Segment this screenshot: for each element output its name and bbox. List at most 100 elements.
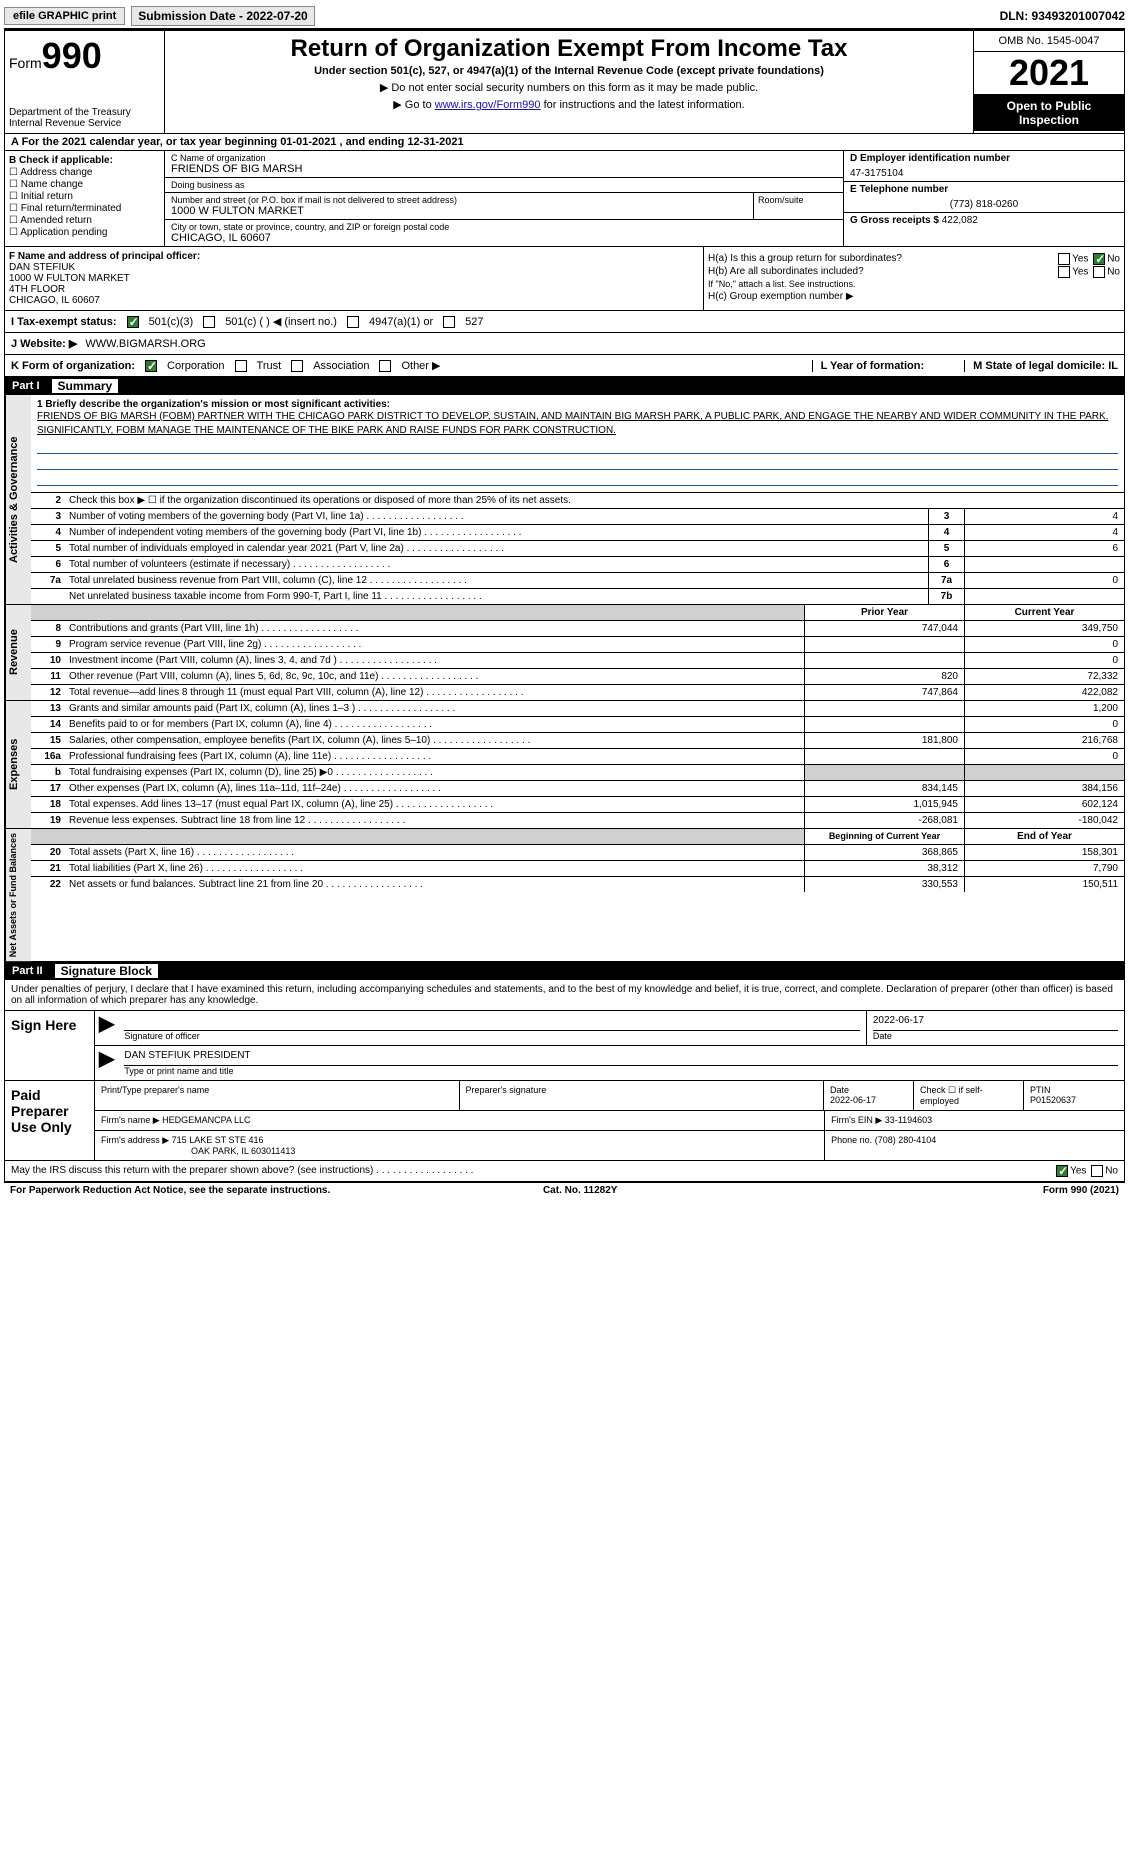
chk-initial-return[interactable]: ☐ Initial return (9, 191, 160, 202)
chk-application-pending[interactable]: ☐ Application pending (9, 227, 160, 238)
net-line: 21Total liabilities (Part X, line 26)38,… (31, 861, 1124, 877)
form-title: Return of Organization Exempt From Incom… (173, 35, 965, 63)
vlabel-net-assets: Net Assets or Fund Balances (5, 829, 31, 961)
header-right: OMB No. 1545-0047 2021 Open to Public In… (974, 31, 1124, 133)
submission-date: Submission Date - 2022-07-20 (131, 6, 314, 26)
opt-4947: 4947(a)(1) or (369, 316, 433, 328)
sig-date-1: 2022-06-17 (873, 1015, 1118, 1031)
blank-line (37, 456, 1118, 470)
expense-line: 15Salaries, other compensation, employee… (31, 733, 1124, 749)
part-2-title: Signature Block (55, 964, 158, 978)
revenue-line: 11Other revenue (Part VIII, column (A), … (31, 669, 1124, 685)
hb-no[interactable] (1093, 266, 1105, 278)
hdr-current-year: Current Year (964, 605, 1124, 620)
blank-line (37, 472, 1118, 486)
chk-final-return[interactable]: ☐ Final return/terminated (9, 203, 160, 214)
chk-trust[interactable] (235, 360, 247, 372)
line-2: 2 Check this box ▶ ☐ if the organization… (31, 493, 1124, 509)
section-fh: F Name and address of principal officer:… (4, 247, 1125, 311)
col-d-ein-tel: D Employer identification number 47-3175… (844, 151, 1124, 246)
net-assets-group: Net Assets or Fund Balances Beginning of… (4, 829, 1125, 962)
header-left: Form990 Department of the Treasury Inter… (5, 31, 165, 133)
expense-line: 16aProfessional fundraising fees (Part I… (31, 749, 1124, 765)
instruction-2: ▶ Go to www.irs.gov/Form990 for instruct… (173, 98, 965, 111)
instr2-pre: ▶ Go to (393, 99, 434, 111)
chk-amended-return[interactable]: ☐ Amended return (9, 215, 160, 226)
addr-value: 1000 W FULTON MARKET (171, 205, 747, 217)
chk-501c3[interactable] (127, 316, 139, 328)
officer-addr3: CHICAGO, IL 60607 (9, 295, 699, 306)
vlabel-expenses: Expenses (5, 701, 31, 828)
paid-preparer-label: Paid Preparer Use Only (5, 1081, 95, 1160)
opt-527: 527 (465, 316, 483, 328)
part-1-header: Part I Summary (4, 377, 1125, 395)
irs-label: Internal Revenue Service (9, 118, 160, 129)
chk-name-change[interactable]: ☐ Name change (9, 179, 160, 190)
arrow-icon: ▶ (95, 1011, 118, 1045)
may-yes[interactable] (1056, 1165, 1068, 1177)
may-no[interactable] (1091, 1165, 1103, 1177)
activities-governance-group: Activities & Governance 1 Briefly descri… (4, 395, 1125, 605)
instr2-post: for instructions and the latest informat… (541, 99, 745, 111)
row-k-label: K Form of organization: (11, 360, 135, 372)
hb-line: H(b) Are all subordinates included? Yes … (708, 266, 1120, 277)
opt-trust: Trust (257, 360, 282, 372)
summary-line: 6Total number of volunteers (estimate if… (31, 557, 1124, 573)
part-2-header: Part II Signature Block (4, 962, 1125, 980)
officer-addr1: 1000 W FULTON MARKET (9, 273, 699, 284)
org-name-label: C Name of organization (171, 153, 837, 163)
form-header: Form990 Department of the Treasury Inter… (4, 30, 1125, 134)
preparer-name-cell: Print/Type preparer's name (95, 1081, 460, 1110)
ha-no[interactable] (1093, 253, 1105, 265)
summary-line: 3Number of voting members of the governi… (31, 509, 1124, 525)
chk-501c[interactable] (203, 316, 215, 328)
row-a-tax-year: A For the 2021 calendar year, or tax yea… (4, 134, 1125, 151)
header-mid: Return of Organization Exempt From Incom… (165, 31, 974, 133)
chk-4947[interactable] (347, 316, 359, 328)
gross-value: 422,082 (942, 215, 978, 226)
ha-yes[interactable] (1058, 253, 1070, 265)
part-1-num: Part I (12, 380, 40, 392)
opt-corp: Corporation (167, 360, 224, 372)
form990-link[interactable]: www.irs.gov/Form990 (435, 99, 541, 111)
summary-line: Net unrelated business taxable income fr… (31, 589, 1124, 604)
opt-assoc: Association (313, 360, 369, 372)
form-word: Form (9, 55, 42, 71)
preparer-date-cell: Date2022-06-17 (824, 1081, 914, 1110)
officer-addr2: 4TH FLOOR (9, 284, 699, 295)
row-j-website: J Website: ▶ WWW.BIGMARSH.ORG (4, 333, 1125, 355)
net-line: 22Net assets or fund balances. Subtract … (31, 877, 1124, 892)
m-state-domicile: M State of legal domicile: IL (964, 360, 1118, 372)
expense-line: 13Grants and similar amounts paid (Part … (31, 701, 1124, 717)
chk-address-change[interactable]: ☐ Address change (9, 167, 160, 178)
tel-value: (773) 818-0260 (850, 199, 1118, 210)
footer-cat-no: Cat. No. 11282Y (543, 1185, 617, 1196)
hb-yes[interactable] (1058, 266, 1070, 278)
form-subtitle: Under section 501(c), 527, or 4947(a)(1)… (173, 65, 965, 77)
chk-other[interactable] (379, 360, 391, 372)
form-number: 990 (42, 35, 102, 76)
page-footer: For Paperwork Reduction Act Notice, see … (4, 1182, 1125, 1198)
addr-label: Number and street (or P.O. box if mail i… (171, 195, 747, 205)
part-2-num: Part II (12, 965, 43, 977)
dba-cell: Doing business as (165, 178, 843, 193)
arrow-icon: ▶ (95, 1046, 118, 1080)
firm-name-cell: Firm's name ▶ HEDGEMANCPA LLC (95, 1111, 825, 1130)
chk-corporation[interactable] (145, 360, 157, 372)
revenue-header-row: Prior Year Current Year (31, 605, 1124, 621)
tel-cell: E Telephone number (773) 818-0260 (844, 182, 1124, 213)
expense-line: 18Total expenses. Add lines 13–17 (must … (31, 797, 1124, 813)
section-bcd: B Check if applicable: ☐ Address change … (4, 151, 1125, 247)
revenue-line: 8Contributions and grants (Part VIII, li… (31, 621, 1124, 637)
col-c-org-info: C Name of organization FRIENDS OF BIG MA… (165, 151, 844, 246)
row-j-label: J Website: ▶ (11, 337, 77, 350)
chk-527[interactable] (443, 316, 455, 328)
hdr-prior-year: Prior Year (804, 605, 964, 620)
revenue-line: 9Program service revenue (Part VIII, lin… (31, 637, 1124, 653)
self-employed-cell[interactable]: Check ☐ if self-employed (914, 1081, 1024, 1110)
summary-line: 5Total number of individuals employed in… (31, 541, 1124, 557)
chk-association[interactable] (291, 360, 303, 372)
col-h-group: H(a) Is this a group return for subordin… (704, 247, 1124, 310)
date-label: Date (873, 1031, 1118, 1041)
sig-officer-field[interactable] (124, 1015, 859, 1031)
